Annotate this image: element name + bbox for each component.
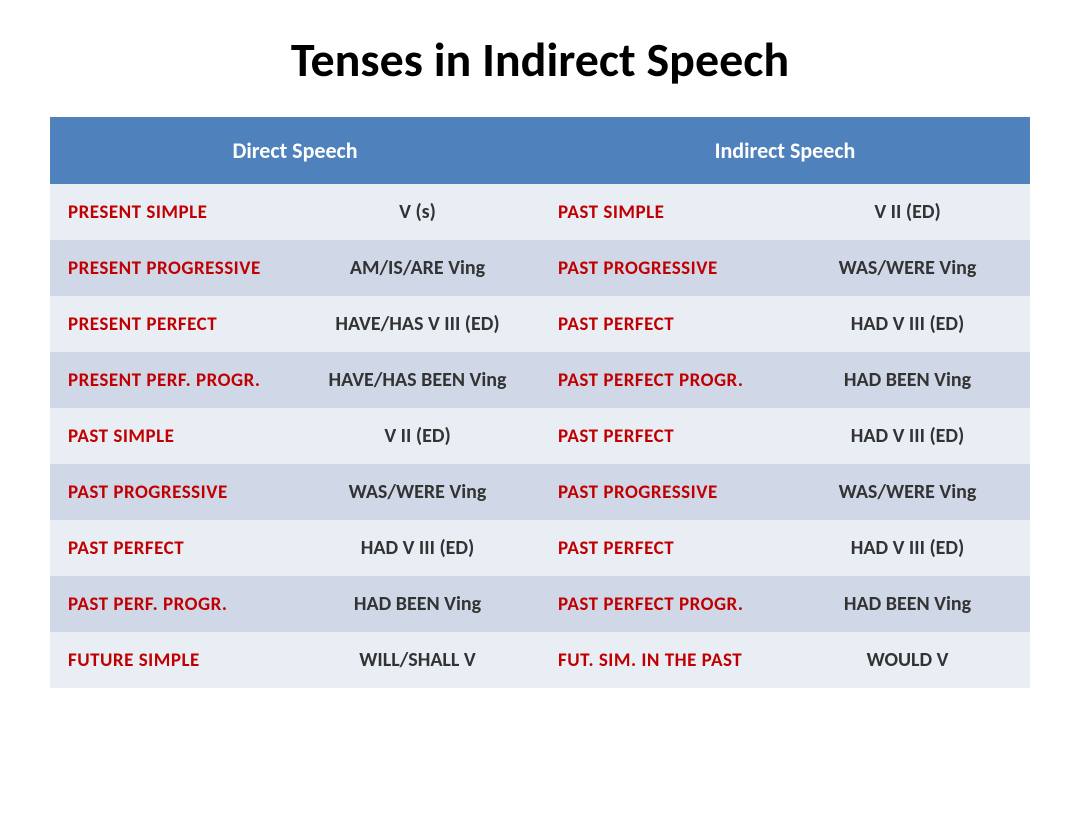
direct-form: HAVE/HAS V III (ED) [295, 296, 540, 352]
direct-form: AM/IS/ARE Ving [295, 240, 540, 296]
direct-tense: Past Perf. Progr. [50, 576, 295, 632]
indirect-form: HAD BEEN Ving [785, 352, 1030, 408]
direct-form: WILL/SHALL V [295, 632, 540, 688]
direct-tense: Present Progressive [50, 240, 295, 296]
table-row: Past PerfectHAD V III (ED)Past PerfectHA… [50, 520, 1030, 576]
indirect-form: WAS/WERE Ving [785, 240, 1030, 296]
indirect-tense: Past Progressive [540, 240, 785, 296]
indirect-form: V II (ED) [785, 184, 1030, 240]
indirect-tense: Past Perfect [540, 520, 785, 576]
direct-form: HAD BEEN Ving [295, 576, 540, 632]
direct-form: HAD V III (ED) [295, 520, 540, 576]
indirect-tense: Past Perfect [540, 296, 785, 352]
page-title: Tenses in Indirect Speech [50, 30, 1030, 89]
direct-tense: Present Perfect [50, 296, 295, 352]
indirect-form: HAD V III (ED) [785, 408, 1030, 464]
direct-tense: Past Simple [50, 408, 295, 464]
table-row: Present Perf. Progr.HAVE/HAS BEEN VingPa… [50, 352, 1030, 408]
table-row: Present SimpleV (s)Past SimpleV II (ED) [50, 184, 1030, 240]
indirect-form: WOULD V [785, 632, 1030, 688]
header-direct: Direct Speech [50, 117, 540, 184]
indirect-tense: Past Perfect Progr. [540, 576, 785, 632]
direct-form: V (s) [295, 184, 540, 240]
direct-form: WAS/WERE Ving [295, 464, 540, 520]
tenses-table: Direct Speech Indirect Speech Present Si… [50, 117, 1030, 688]
table-row: Past ProgressiveWAS/WERE VingPast Progre… [50, 464, 1030, 520]
indirect-form: HAD V III (ED) [785, 296, 1030, 352]
indirect-tense: Past Perfect [540, 408, 785, 464]
header-indirect: Indirect Speech [540, 117, 1030, 184]
indirect-tense: Past Perfect Progr. [540, 352, 785, 408]
table-header-row: Direct Speech Indirect Speech [50, 117, 1030, 184]
indirect-form: HAD BEEN Ving [785, 576, 1030, 632]
direct-tense: Past Progressive [50, 464, 295, 520]
direct-tense: Present Perf. Progr. [50, 352, 295, 408]
direct-form: HAVE/HAS BEEN Ving [295, 352, 540, 408]
table-row: Present PerfectHAVE/HAS V III (ED)Past P… [50, 296, 1030, 352]
direct-tense: Present Simple [50, 184, 295, 240]
direct-tense: Future Simple [50, 632, 295, 688]
table-row: Present ProgressiveAM/IS/ARE VingPast Pr… [50, 240, 1030, 296]
indirect-form: WAS/WERE Ving [785, 464, 1030, 520]
indirect-tense: Past Simple [540, 184, 785, 240]
indirect-form: HAD V III (ED) [785, 520, 1030, 576]
direct-form: V II (ED) [295, 408, 540, 464]
direct-tense: Past Perfect [50, 520, 295, 576]
table-row: Future SimpleWILL/SHALL VFut. Sim. in th… [50, 632, 1030, 688]
indirect-tense: Fut. Sim. in the Past [540, 632, 785, 688]
table-row: Past SimpleV II (ED)Past PerfectHAD V II… [50, 408, 1030, 464]
indirect-tense: Past Progressive [540, 464, 785, 520]
table-row: Past Perf. Progr.HAD BEEN VingPast Perfe… [50, 576, 1030, 632]
